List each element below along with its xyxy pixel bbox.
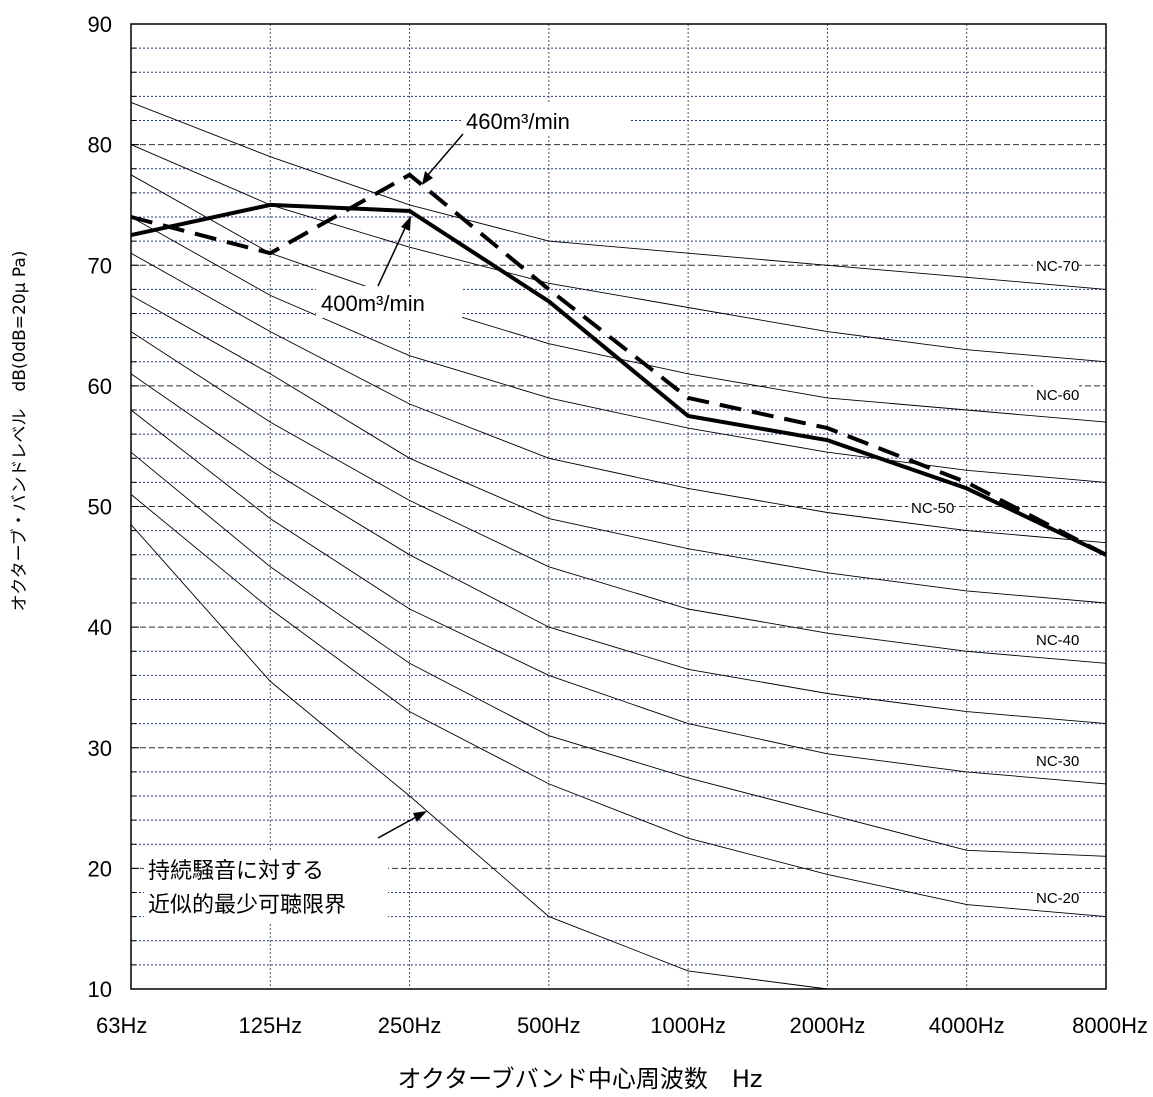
threshold-arrow-line	[377, 815, 419, 839]
nc-curve	[130, 144, 1107, 363]
y-axis-title: オクターブ・バンドレベル dB(0dB=20μ Pa)	[9, 251, 30, 612]
y-tick-label: 70	[88, 253, 112, 278]
series-400-line	[130, 202, 1107, 557]
label-400: 400m³/min	[321, 291, 425, 316]
y-tick-label: 90	[88, 12, 112, 37]
arrow-400-head	[401, 216, 411, 231]
nc-curves	[130, 101, 1107, 990]
x-tick-label: 8000Hz	[1072, 1013, 1148, 1038]
hearing-threshold-curve	[130, 524, 828, 990]
axes	[130, 23, 1107, 990]
arrow-460-head	[422, 171, 433, 185]
x-tick-label: 1000Hz	[650, 1013, 726, 1038]
nc-curve	[130, 295, 1107, 604]
nc-curve	[130, 331, 1107, 664]
nc-40-label: NC-40	[1036, 632, 1079, 649]
y-tick-label: 50	[88, 495, 112, 520]
nc-curve	[130, 216, 1107, 483]
x-tick-label: 4000Hz	[929, 1013, 1005, 1038]
x-tick-label: 63Hz	[96, 1013, 147, 1038]
threshold-label-line2: 近似的最少可聴限界	[148, 893, 346, 918]
nc-curve	[130, 451, 1107, 857]
nc-curve	[130, 373, 1107, 725]
nc-labels: NC-70 NC-60 NC-50 NC-40 NC-30 NC-20	[908, 256, 1079, 907]
arrow-400-line	[377, 225, 407, 287]
y-tick-label: 60	[88, 374, 112, 399]
grid	[131, 24, 1106, 989]
x-tick-label: 500Hz	[517, 1013, 581, 1038]
series-460-line	[130, 172, 1107, 557]
tick-labels: 10 20 30 40 50 60 70 80 90 63Hz 125Hz 250Hz 500Hz 100…	[88, 12, 1148, 1038]
label-460: 460m³/min	[466, 109, 570, 134]
nc-20-label: NC-20	[1036, 890, 1079, 907]
threshold-arrow-head	[413, 811, 427, 822]
nc-60-label: NC-60	[1036, 387, 1079, 404]
y-tick-label: 80	[88, 133, 112, 158]
nc-curve	[130, 494, 1107, 918]
annotations: 460m³/min 400m³/min 持続騒音に対する 近似的最少可聴限界	[144, 104, 630, 923]
x-tick-label: 250Hz	[378, 1013, 442, 1038]
threshold-label-line1: 持続騒音に対する	[148, 859, 324, 884]
x-tick-label: 125Hz	[238, 1013, 302, 1038]
nc-70-label: NC-70	[1036, 258, 1079, 275]
nc-50-label: NC-50	[911, 500, 954, 517]
y-tick-label: 20	[88, 856, 112, 881]
x-axis-title: オクターブバンド中心周波数 Hz	[398, 1065, 763, 1093]
arrow-460-line	[426, 133, 464, 177]
nc-curve	[130, 101, 1107, 290]
y-tick-label: 40	[88, 615, 112, 640]
x-tick-label: 2000Hz	[790, 1013, 866, 1038]
data-series	[130, 172, 1107, 557]
nc-curve	[130, 409, 1107, 785]
nc-30-label: NC-30	[1036, 753, 1079, 770]
nc-curve	[130, 252, 1107, 544]
y-tick-label: 10	[88, 977, 112, 1002]
y-tick-label: 30	[88, 736, 112, 761]
